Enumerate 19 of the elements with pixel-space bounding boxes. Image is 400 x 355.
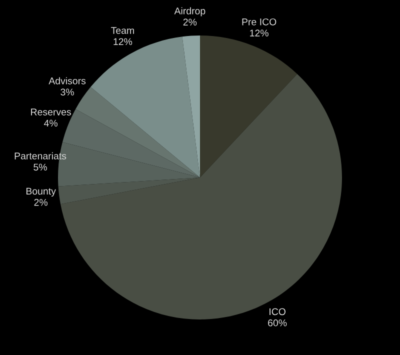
slice-label: Airdrop <box>174 7 206 16</box>
data-label: 5% <box>34 164 47 171</box>
slice-label: Reserves <box>31 108 71 116</box>
slice-label: Team <box>111 27 134 34</box>
data-label: 12% <box>250 30 268 36</box>
pie-slice <box>200 36 298 178</box>
data-label: 2% <box>183 18 197 26</box>
data-label: 12% <box>114 38 132 46</box>
slice-label: Advisors <box>48 77 86 84</box>
data-label: 3% <box>60 88 74 96</box>
pie-slice <box>90 36 200 178</box>
data-label: 2% <box>34 198 48 206</box>
slice-label: ICO <box>270 308 286 316</box>
slice-label: Bounty <box>26 188 56 197</box>
data-label: 60% <box>268 319 287 326</box>
pie-slice <box>182 36 200 178</box>
data-label: 4% <box>44 120 58 127</box>
slice-label: Partenariats <box>14 152 66 160</box>
slice-label: Pre ICO <box>242 18 276 26</box>
